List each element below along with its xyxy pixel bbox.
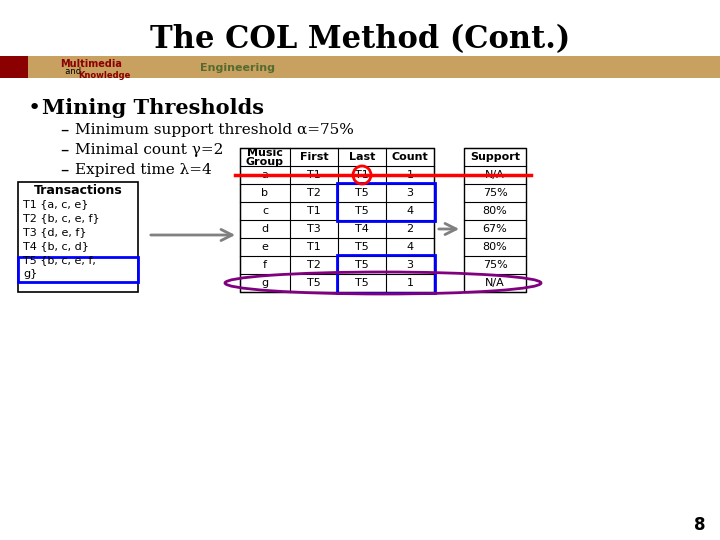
- Text: T2: T2: [307, 188, 321, 198]
- Text: 3: 3: [407, 188, 413, 198]
- Text: T1: T1: [307, 242, 321, 252]
- Text: 1: 1: [407, 170, 413, 180]
- Text: T5: T5: [355, 278, 369, 288]
- Text: T5: T5: [355, 242, 369, 252]
- Text: –: –: [60, 161, 68, 179]
- Text: T1: T1: [307, 170, 321, 180]
- Text: Support: Support: [470, 152, 520, 162]
- Text: T5: T5: [355, 260, 369, 270]
- Text: T1: T1: [355, 170, 369, 180]
- Text: 3: 3: [407, 260, 413, 270]
- Text: Group: Group: [246, 157, 284, 167]
- Text: a: a: [261, 170, 269, 180]
- Text: N/A: N/A: [485, 170, 505, 180]
- Text: Minimal count γ=2: Minimal count γ=2: [75, 143, 223, 157]
- Text: g: g: [261, 278, 269, 288]
- Text: T3: T3: [307, 224, 321, 234]
- FancyBboxPatch shape: [240, 148, 434, 292]
- Text: 8: 8: [694, 516, 706, 534]
- Text: The COL Method (Cont.): The COL Method (Cont.): [150, 24, 570, 56]
- Text: g}: g}: [23, 269, 37, 279]
- Text: f: f: [263, 260, 267, 270]
- Text: T1 {a, c, e}: T1 {a, c, e}: [23, 199, 89, 209]
- Text: T3 {d, e, f}: T3 {d, e, f}: [23, 227, 86, 237]
- FancyBboxPatch shape: [0, 56, 28, 78]
- Text: N/A: N/A: [485, 278, 505, 288]
- Text: T5 {b, c, e, f,: T5 {b, c, e, f,: [23, 255, 96, 265]
- Text: d: d: [261, 224, 269, 234]
- Text: 80%: 80%: [482, 242, 508, 252]
- Text: 1: 1: [407, 278, 413, 288]
- Text: b: b: [261, 188, 269, 198]
- FancyBboxPatch shape: [0, 56, 720, 78]
- Text: T5: T5: [355, 206, 369, 216]
- Text: T2: T2: [307, 260, 321, 270]
- Text: 2: 2: [406, 224, 413, 234]
- Text: c: c: [262, 206, 268, 216]
- Text: First: First: [300, 152, 328, 162]
- Text: Count: Count: [392, 152, 428, 162]
- Text: –: –: [60, 121, 68, 139]
- Text: 75%: 75%: [482, 260, 508, 270]
- FancyBboxPatch shape: [18, 182, 138, 292]
- Text: –: –: [60, 141, 68, 159]
- Text: and: and: [60, 68, 81, 77]
- Text: 67%: 67%: [482, 224, 508, 234]
- Text: Music: Music: [247, 148, 283, 158]
- Text: Multimedia: Multimedia: [60, 59, 122, 69]
- Text: T5: T5: [307, 278, 321, 288]
- Text: •: •: [28, 98, 41, 118]
- Text: Minimum support threshold α=75%: Minimum support threshold α=75%: [75, 123, 354, 137]
- Text: Engineering: Engineering: [200, 63, 275, 73]
- Text: 4: 4: [406, 206, 413, 216]
- Text: T1: T1: [307, 206, 321, 216]
- Text: T2 {b, c, e, f}: T2 {b, c, e, f}: [23, 213, 99, 223]
- Text: Last: Last: [348, 152, 375, 162]
- Text: 75%: 75%: [482, 188, 508, 198]
- Text: T4: T4: [355, 224, 369, 234]
- Text: 4: 4: [406, 242, 413, 252]
- Text: e: e: [261, 242, 269, 252]
- Text: T5: T5: [355, 188, 369, 198]
- Text: Knowledge: Knowledge: [78, 71, 130, 80]
- Text: Mining Thresholds: Mining Thresholds: [42, 98, 264, 118]
- Text: Expired time λ=4: Expired time λ=4: [75, 163, 212, 177]
- Text: 80%: 80%: [482, 206, 508, 216]
- FancyBboxPatch shape: [464, 148, 526, 292]
- Text: T4 {b, c, d}: T4 {b, c, d}: [23, 241, 89, 251]
- Text: Transactions: Transactions: [34, 184, 122, 197]
